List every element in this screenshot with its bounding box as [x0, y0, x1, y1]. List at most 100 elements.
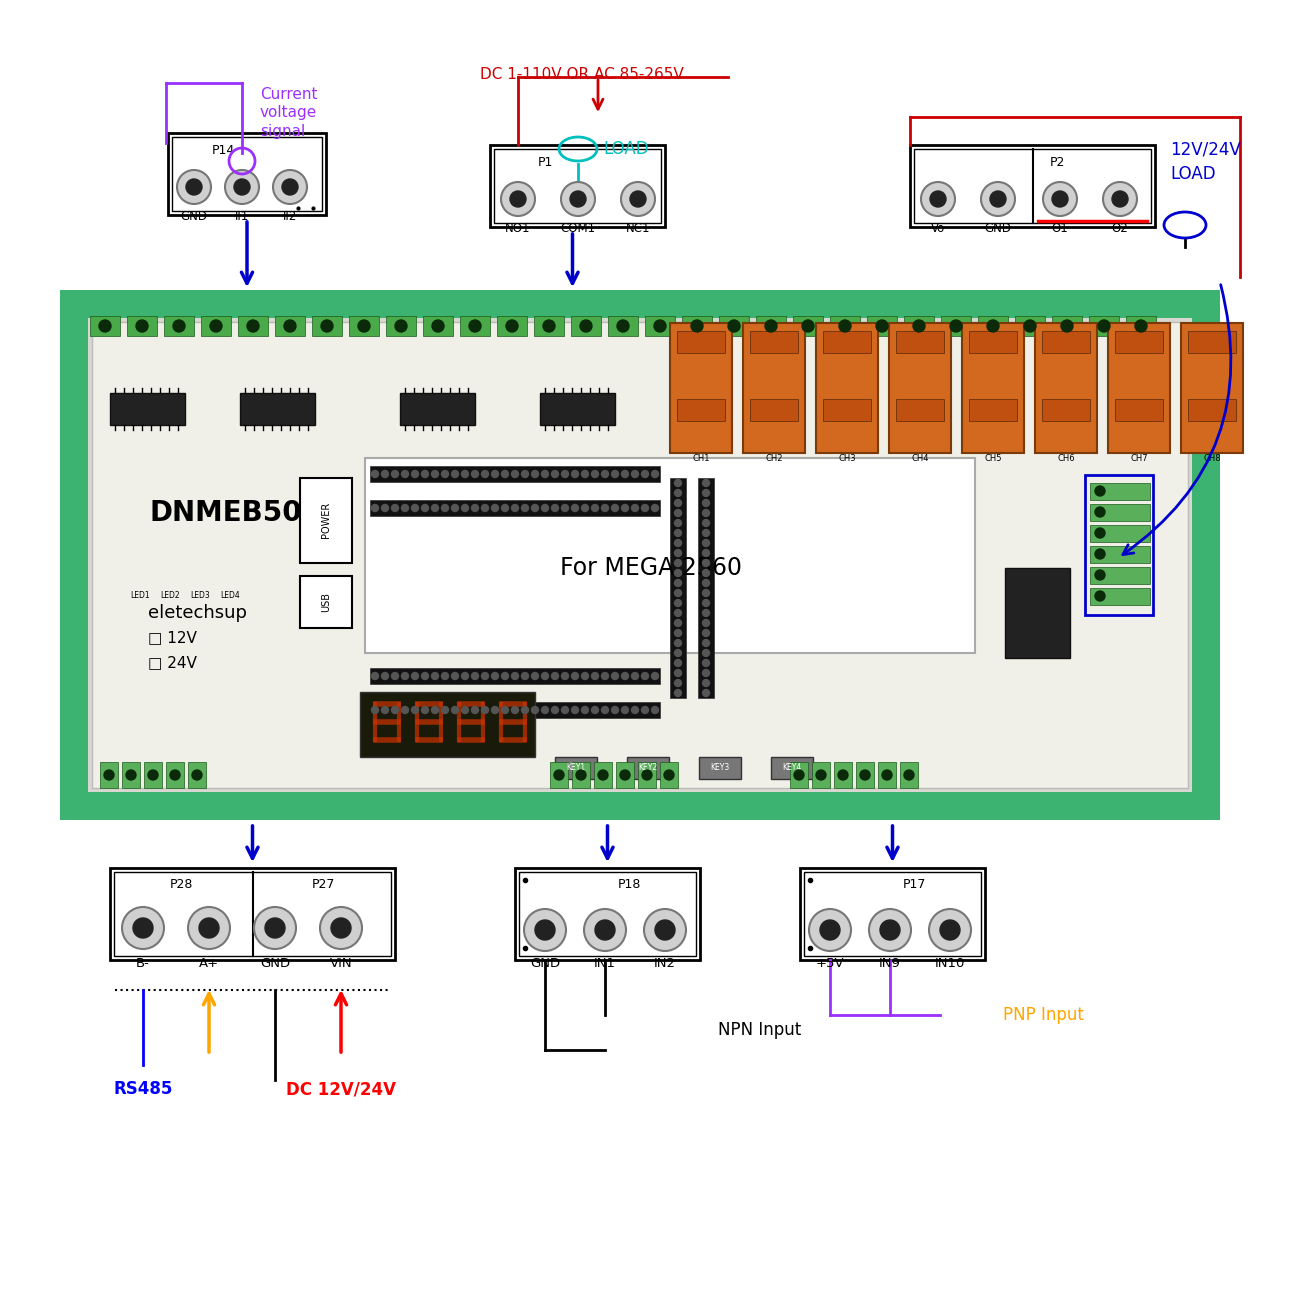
Circle shape — [481, 504, 489, 511]
Bar — [660, 762, 679, 788]
Bar — [1052, 316, 1082, 335]
Bar — [803, 872, 982, 956]
Circle shape — [532, 504, 538, 511]
Circle shape — [421, 471, 429, 477]
Circle shape — [702, 529, 710, 537]
Circle shape — [572, 504, 578, 511]
Circle shape — [391, 471, 399, 477]
Circle shape — [481, 672, 489, 680]
Circle shape — [133, 918, 153, 939]
Circle shape — [592, 471, 598, 477]
Circle shape — [913, 320, 926, 332]
Circle shape — [675, 689, 681, 697]
Circle shape — [881, 770, 892, 780]
Text: GND: GND — [181, 211, 208, 224]
Circle shape — [632, 504, 638, 511]
Text: NPN Input: NPN Input — [718, 1020, 801, 1039]
Circle shape — [802, 320, 814, 332]
Circle shape — [621, 706, 628, 714]
Circle shape — [611, 504, 619, 511]
Circle shape — [283, 320, 296, 332]
Bar — [92, 322, 1188, 788]
Circle shape — [702, 559, 710, 567]
Text: II2: II2 — [283, 211, 298, 224]
Bar — [312, 316, 342, 335]
Circle shape — [1095, 592, 1105, 601]
Circle shape — [580, 320, 592, 332]
Circle shape — [991, 191, 1006, 207]
Bar — [370, 702, 660, 718]
Circle shape — [642, 770, 653, 780]
Circle shape — [432, 320, 445, 332]
Bar — [400, 393, 474, 425]
Circle shape — [675, 499, 681, 507]
Bar — [823, 332, 871, 354]
Circle shape — [930, 191, 946, 207]
Circle shape — [675, 480, 681, 486]
Circle shape — [702, 659, 710, 667]
Bar — [1115, 399, 1164, 421]
Bar — [1015, 316, 1045, 335]
Text: CH1: CH1 — [692, 454, 710, 463]
Circle shape — [421, 504, 429, 511]
Circle shape — [675, 659, 681, 667]
Circle shape — [572, 706, 578, 714]
Circle shape — [702, 580, 710, 586]
Circle shape — [506, 320, 517, 332]
Bar — [188, 762, 205, 788]
Bar — [1089, 588, 1150, 604]
Bar — [682, 316, 712, 335]
Circle shape — [412, 504, 419, 511]
Circle shape — [381, 504, 389, 511]
Circle shape — [1095, 569, 1105, 580]
Circle shape — [581, 471, 589, 477]
Text: □ 24V: □ 24V — [148, 655, 196, 671]
Circle shape — [702, 670, 710, 676]
Circle shape — [675, 629, 681, 637]
Circle shape — [481, 471, 489, 477]
Circle shape — [442, 504, 448, 511]
Circle shape — [581, 504, 589, 511]
Circle shape — [500, 182, 536, 216]
Circle shape — [602, 471, 608, 477]
Bar — [1043, 399, 1089, 421]
Circle shape — [320, 907, 361, 949]
Circle shape — [234, 179, 250, 195]
Bar — [519, 872, 696, 956]
Bar — [370, 668, 660, 684]
Text: KEY2: KEY2 — [638, 763, 658, 772]
Bar — [757, 316, 786, 335]
Circle shape — [502, 504, 508, 511]
Circle shape — [104, 770, 114, 780]
Circle shape — [621, 182, 655, 216]
Bar — [1126, 316, 1156, 335]
Bar — [1180, 322, 1243, 452]
Circle shape — [702, 589, 710, 597]
Text: 12V/24V: 12V/24V — [1170, 140, 1240, 159]
Circle shape — [809, 909, 852, 952]
Circle shape — [675, 670, 681, 676]
Bar — [534, 316, 564, 335]
Circle shape — [675, 610, 681, 616]
Text: CH6: CH6 — [1057, 454, 1075, 463]
Bar — [144, 762, 162, 788]
Text: For MEGA 2560: For MEGA 2560 — [560, 556, 742, 580]
Circle shape — [621, 672, 628, 680]
Circle shape — [432, 672, 438, 680]
Bar — [1115, 332, 1164, 354]
Text: II1: II1 — [235, 211, 250, 224]
Circle shape — [491, 672, 498, 680]
Bar — [60, 290, 1219, 820]
Circle shape — [412, 706, 419, 714]
Text: LED2: LED2 — [160, 592, 179, 601]
Circle shape — [442, 471, 448, 477]
Text: GND: GND — [984, 222, 1011, 235]
Circle shape — [675, 510, 681, 516]
Circle shape — [675, 640, 681, 646]
Text: CH8: CH8 — [1204, 454, 1221, 463]
Circle shape — [442, 672, 448, 680]
Bar — [1086, 474, 1153, 615]
Circle shape — [987, 320, 998, 332]
Circle shape — [472, 471, 478, 477]
Bar — [370, 465, 660, 482]
